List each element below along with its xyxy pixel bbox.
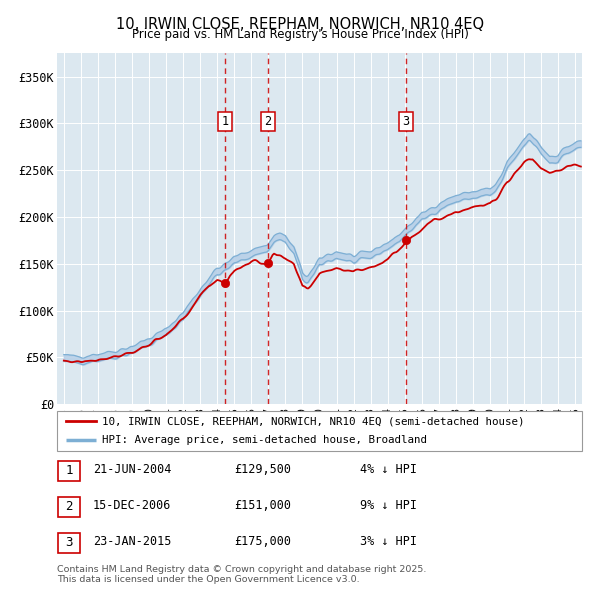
Text: HPI: Average price, semi-detached house, Broadland: HPI: Average price, semi-detached house,…: [101, 435, 427, 445]
Text: 3% ↓ HPI: 3% ↓ HPI: [360, 535, 417, 548]
Text: 21-JUN-2004: 21-JUN-2004: [93, 463, 172, 476]
Text: 9% ↓ HPI: 9% ↓ HPI: [360, 499, 417, 512]
Text: Price paid vs. HM Land Registry's House Price Index (HPI): Price paid vs. HM Land Registry's House …: [131, 28, 469, 41]
Text: £151,000: £151,000: [234, 499, 291, 512]
Text: Contains HM Land Registry data © Crown copyright and database right 2025.: Contains HM Land Registry data © Crown c…: [57, 565, 427, 574]
Text: 3: 3: [402, 115, 409, 128]
Text: 15-DEC-2006: 15-DEC-2006: [93, 499, 172, 512]
Text: 1: 1: [65, 464, 73, 477]
Text: 3: 3: [65, 536, 73, 549]
Text: 1: 1: [221, 115, 229, 128]
Text: This data is licensed under the Open Government Licence v3.0.: This data is licensed under the Open Gov…: [57, 575, 359, 584]
Bar: [58, 497, 80, 517]
Text: 10, IRWIN CLOSE, REEPHAM, NORWICH, NR10 4EQ (semi-detached house): 10, IRWIN CLOSE, REEPHAM, NORWICH, NR10 …: [101, 417, 524, 427]
Bar: [58, 461, 80, 481]
Text: 2: 2: [65, 500, 73, 513]
Text: £175,000: £175,000: [234, 535, 291, 548]
Text: 23-JAN-2015: 23-JAN-2015: [93, 535, 172, 548]
Text: £129,500: £129,500: [234, 463, 291, 476]
Text: 10, IRWIN CLOSE, REEPHAM, NORWICH, NR10 4EQ: 10, IRWIN CLOSE, REEPHAM, NORWICH, NR10 …: [116, 17, 484, 31]
Text: 2: 2: [264, 115, 271, 128]
Text: 4% ↓ HPI: 4% ↓ HPI: [360, 463, 417, 476]
Bar: [58, 533, 80, 553]
